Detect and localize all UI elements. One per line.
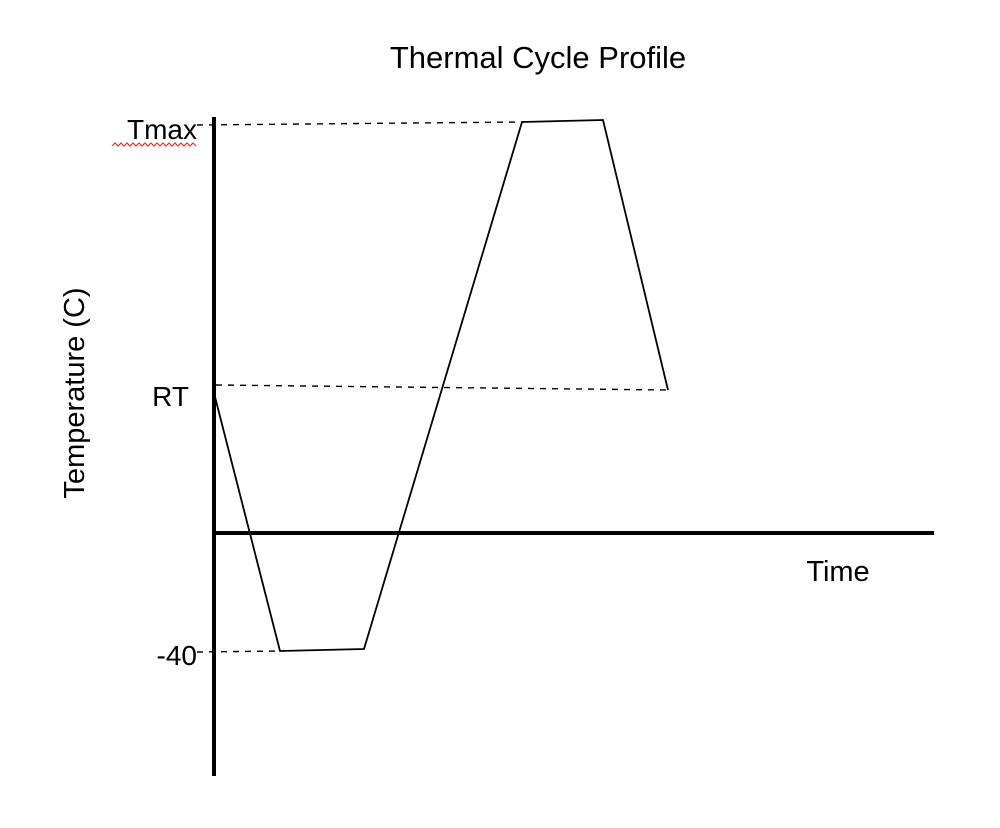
y-axis-title: Temperature (C) (59, 287, 91, 498)
reference-line-minus40 (196, 650, 281, 653)
chart-title: Thermal Cycle Profile (390, 40, 686, 75)
reference-line-tmax (196, 121, 523, 126)
spellcheck-underline (111, 142, 197, 147)
y-level-label-tmax: Tmax (127, 114, 197, 145)
y-level-label-rt: RT (152, 381, 189, 412)
x-axis-title: Time (806, 556, 869, 588)
y-level-label-minus40: -40 (157, 640, 197, 671)
temperature-profile-line (213, 119, 669, 652)
reference-line-rt (215, 384, 669, 391)
